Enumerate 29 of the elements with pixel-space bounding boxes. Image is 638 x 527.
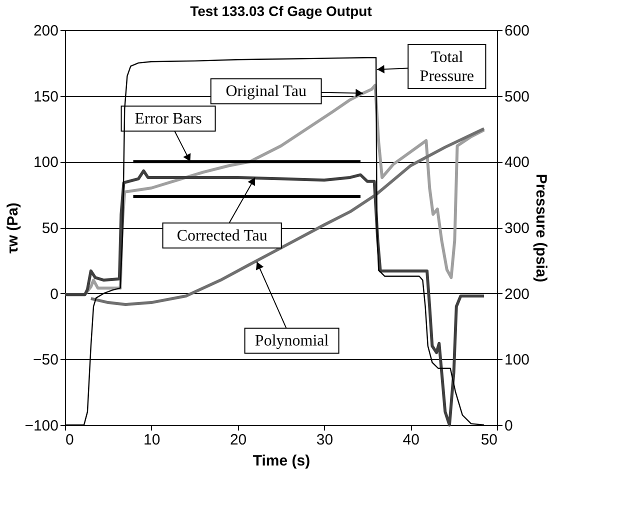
y-tick-label: 50 (42, 220, 58, 237)
y2-tick-label: 100 (504, 352, 530, 369)
chart-title: Test 133.03 Cf Gage Output (190, 3, 372, 19)
y2-axis-title: Pressure (psia) (532, 174, 550, 282)
annotation: Total Pressure (420, 49, 474, 85)
y2-tick-label: 600 (504, 22, 530, 40)
x-tick-label: 10 (144, 432, 160, 448)
annotation: Original Tau (226, 83, 306, 100)
y2-tick-label: 400 (504, 154, 530, 172)
x-tick-label: 20 (230, 432, 247, 448)
y-tick-label: −100 (24, 418, 58, 434)
y-tick-label: 150 (33, 88, 58, 106)
annotation: Polynomial (254, 332, 330, 350)
y-axis-title: τw (Pa) (4, 202, 22, 254)
x-tick-label: 40 (402, 432, 420, 448)
x-tick-label: 0 (66, 432, 74, 448)
y2-tick-label: 200 (504, 286, 530, 303)
y-tick-label: 100 (33, 154, 58, 172)
y2-tick-label: 500 (504, 88, 530, 106)
y2-tick-label: 300 (504, 220, 530, 237)
y-tick-label: 0 (50, 286, 58, 303)
y-tick-label: −50 (33, 352, 58, 369)
y2-tick-label: 0 (504, 418, 513, 434)
x-tick-label: 50 (480, 432, 498, 448)
y-tick-label: 200 (33, 22, 58, 40)
annotation: Error Bars (134, 110, 202, 128)
x-axis-title: Time (s) (252, 452, 310, 470)
annotation: Corrected Tau (176, 227, 268, 244)
x-tick-label: 30 (316, 432, 334, 448)
